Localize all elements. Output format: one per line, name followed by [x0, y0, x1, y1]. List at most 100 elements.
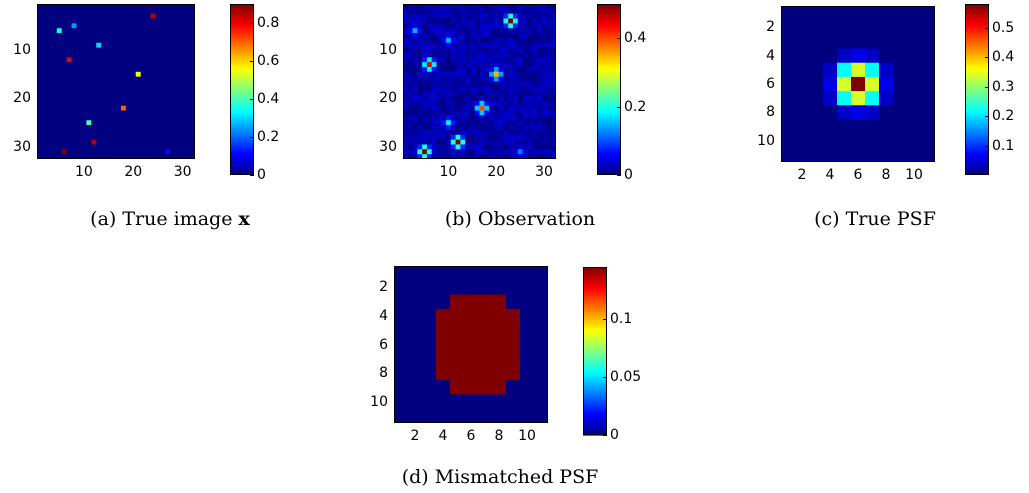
heatmap-cell: [86, 71, 92, 78]
heatmap-cell: [484, 129, 490, 136]
colorbar-step: [583, 340, 607, 344]
heatmap-cell: [41, 37, 48, 44]
colorbar-step: [965, 30, 989, 34]
heatmap-cell: [469, 23, 476, 29]
heatmap-cell: [479, 96, 485, 102]
heatmap-cell: [101, 76, 107, 83]
colorbar-step: [583, 358, 607, 363]
colorbar-step: [230, 145, 254, 149]
heatmap-cell: [455, 81, 461, 87]
heatmap-cell: [403, 96, 409, 102]
heatmap-cell: [460, 4, 466, 10]
heatmap-cell: [551, 154, 556, 159]
heatmap-cell: [71, 86, 78, 92]
heatmap-cell: [160, 134, 166, 141]
heatmap-cell: [517, 42, 524, 49]
heatmap-cell: [160, 18, 166, 24]
heatmap-cell: [81, 8, 87, 15]
colorbar-step: [597, 52, 621, 56]
heatmap-cell: [893, 34, 908, 50]
heatmap-cell: [546, 81, 552, 87]
colorbar-step: [965, 164, 989, 168]
heatmap-cell: [837, 6, 852, 21]
heatmap-cell: [493, 23, 500, 29]
colorbar-step: [583, 419, 607, 423]
heatmap-cell: [61, 23, 68, 29]
colorbar-tick-label: 0: [610, 427, 619, 443]
heatmap-cell: [56, 33, 63, 39]
heatmap-cell: [484, 57, 490, 63]
heatmap-cell: [446, 52, 452, 58]
heatmap-cell: [455, 91, 461, 97]
heatmap-cell: [91, 81, 97, 87]
heatmap-cell: [879, 133, 894, 149]
heatmap-cell: [532, 120, 538, 126]
heatmap-cell: [503, 76, 509, 83]
heatmap-cell: [503, 149, 509, 155]
heatmap-cell: [116, 28, 122, 34]
heatmap-cell: [431, 66, 438, 73]
heatmap-cell: [185, 62, 191, 68]
heatmap-cell: [96, 42, 102, 49]
heatmap-cell: [140, 110, 147, 116]
heatmap-cell: [170, 125, 176, 131]
colorbar-step: [230, 156, 254, 160]
heatmap-cell: [436, 23, 442, 29]
heatmap-cell: [56, 28, 63, 34]
heatmap-cell: [101, 139, 107, 146]
heatmap-cell: [512, 129, 519, 136]
heatmap-cell: [76, 154, 83, 159]
heatmap-cell: [150, 57, 157, 63]
colorbar-step: [230, 97, 254, 101]
heatmap-cell: [160, 149, 166, 155]
heatmap-cell: [150, 66, 157, 73]
colorbar-step: [583, 301, 607, 305]
heatmap-cell: [893, 133, 908, 149]
heatmap-cell: [37, 144, 43, 150]
colorbar-tick-mark: [985, 57, 989, 58]
heatmap-cell: [522, 100, 528, 107]
colorbar-step: [965, 145, 989, 149]
heatmap-cell: [66, 134, 73, 141]
heatmap-cell: [175, 18, 181, 24]
heatmap-cell: [551, 134, 556, 141]
heatmap-cell: [51, 149, 58, 155]
heatmap-cell: [412, 71, 418, 78]
heatmap-cell: [422, 57, 428, 63]
heatmap-cell: [551, 23, 556, 29]
heatmap-cell: [795, 133, 810, 149]
heatmap-cell: [508, 76, 514, 83]
colorbar-step: [583, 369, 607, 373]
heatmap-cell: [51, 86, 58, 92]
colorbar-step: [965, 9, 989, 13]
heatmap-cell: [450, 139, 457, 146]
colorbar-step: [230, 68, 254, 72]
heatmap-cell: [837, 48, 852, 64]
heatmap-cell: [190, 100, 195, 107]
heatmap-cell: [520, 351, 535, 367]
heatmap-cell: [96, 96, 102, 102]
heatmap-cell: [111, 129, 117, 136]
colorbar-tick-label: 0.6: [257, 53, 280, 69]
heatmap-cell: [190, 33, 195, 39]
heatmap-cell: [175, 71, 181, 78]
heatmap-cell: [37, 76, 43, 83]
heatmap-cell: [155, 139, 162, 146]
heatmap-cell: [111, 91, 117, 97]
heatmap-cell: [422, 76, 428, 83]
heatmap-cell: [493, 33, 500, 39]
heatmap-cell: [403, 18, 409, 24]
heatmap-cell: [180, 105, 186, 112]
heatmap-cell: [394, 323, 409, 338]
heatmap-cell: [155, 62, 162, 68]
heatmap-cell: [436, 134, 442, 141]
heatmap-cell: [455, 42, 461, 49]
heatmap-cell: [56, 81, 63, 87]
heatmap-cell: [469, 100, 476, 107]
heatmap-cell: [781, 62, 796, 78]
heatmap-cell: [508, 33, 514, 39]
heatmap-cell: [436, 91, 442, 97]
heatmap-cell: [37, 57, 43, 63]
heatmap-cell: [165, 66, 171, 73]
heatmap-cell: [426, 96, 433, 102]
